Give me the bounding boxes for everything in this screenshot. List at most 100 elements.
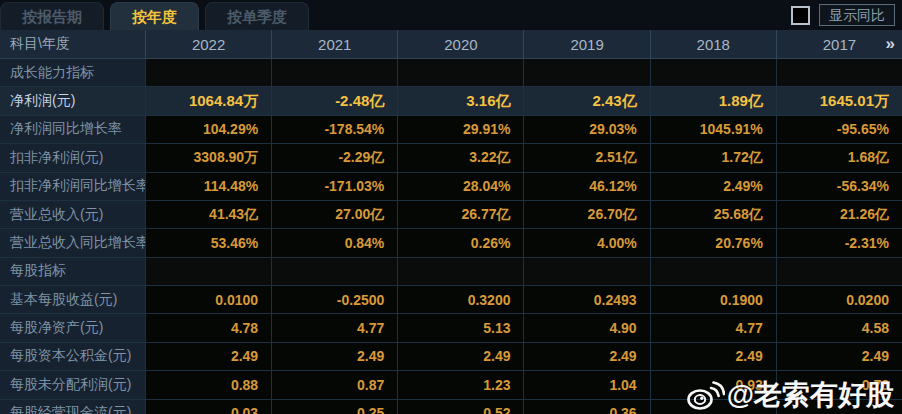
financial-data-panel: 按报告期按年度按单季度 显示同比 科目\年度 20222021202020192… bbox=[0, 0, 902, 414]
cell-2019: 46.12% bbox=[523, 173, 649, 200]
cell-2022: 104.29% bbox=[145, 116, 271, 143]
cell-2020: 3.16亿 bbox=[397, 87, 523, 114]
year-header-2022: 2022 bbox=[145, 30, 271, 58]
tab-period-1[interactable]: 按年度 bbox=[110, 2, 199, 30]
tab-period-2[interactable]: 按单季度 bbox=[205, 2, 309, 30]
financial-table: 科目\年度 202220212020201920182017» 成长能力指标净利… bbox=[0, 30, 902, 414]
cell-2020: 29.91% bbox=[397, 116, 523, 143]
cell-2020: 28.04% bbox=[397, 173, 523, 200]
cell-2020: 2.49 bbox=[397, 343, 523, 370]
year-header-2021: 2021 bbox=[271, 30, 397, 58]
cell-2021: 4.77 bbox=[271, 314, 397, 341]
cell-2020: 26.77亿 bbox=[397, 201, 523, 228]
row-label: 扣非净利润(元) bbox=[0, 144, 145, 171]
year-header-2020: 2020 bbox=[397, 30, 523, 58]
cell-2021: 0.87 bbox=[271, 371, 397, 398]
table-row: 每股资本公积金(元)2.492.492.492.492.492.49 bbox=[0, 343, 902, 371]
row-label: 净利润(元) bbox=[0, 87, 145, 114]
row-label: 每股未分配利润(元) bbox=[0, 371, 145, 398]
cell-2018: 0.1900 bbox=[650, 286, 776, 313]
corner-header: 科目\年度 bbox=[0, 30, 145, 58]
cell-2021: 27.00亿 bbox=[271, 201, 397, 228]
cell-2017: 4.58 bbox=[776, 314, 902, 341]
cell-2021: -2.29亿 bbox=[271, 144, 397, 171]
cell-2019 bbox=[523, 258, 649, 285]
cell-2020 bbox=[397, 59, 523, 86]
table-row: 基本每股收益(元)0.0100-0.25000.32000.24930.1900… bbox=[0, 286, 902, 314]
cell-2019: 26.70亿 bbox=[523, 201, 649, 228]
row-label: 净利润同比增长率 bbox=[0, 116, 145, 143]
cell-2017 bbox=[776, 400, 902, 414]
cell-2018: 1045.91% bbox=[650, 116, 776, 143]
cell-2022: 0.88 bbox=[145, 371, 271, 398]
cell-2018 bbox=[650, 258, 776, 285]
table-row: 扣非净利润(元)3308.90万-2.29亿3.22亿2.51亿1.72亿1.6… bbox=[0, 144, 902, 172]
row-label: 每股指标 bbox=[0, 258, 145, 285]
tab-period-0[interactable]: 按报告期 bbox=[0, 2, 104, 30]
cell-2017: 2.49 bbox=[776, 343, 902, 370]
year-header-2017: 2017 bbox=[776, 30, 902, 58]
cell-2019: 2.49 bbox=[523, 343, 649, 370]
row-label: 每股资本公积金(元) bbox=[0, 343, 145, 370]
cell-2020: 3.22亿 bbox=[397, 144, 523, 171]
table-header-row: 科目\年度 202220212020201920182017» bbox=[0, 30, 902, 59]
table-row: 每股未分配利润(元)0.880.871.231.040.930.76 bbox=[0, 371, 902, 399]
cell-2018: 1.72亿 bbox=[650, 144, 776, 171]
cell-2020 bbox=[397, 258, 523, 285]
cell-2018: 4.77 bbox=[650, 314, 776, 341]
cell-2017: -56.34% bbox=[776, 173, 902, 200]
row-label: 基本每股收益(元) bbox=[0, 286, 145, 313]
cell-2021 bbox=[271, 59, 397, 86]
row-label: 每股净资产(元) bbox=[0, 314, 145, 341]
cell-2017: -2.31% bbox=[776, 229, 902, 256]
cell-2019: 0.36 bbox=[523, 400, 649, 414]
cell-2020: 0.52 bbox=[397, 400, 523, 414]
show-yoy-label[interactable]: 显示同比 bbox=[819, 4, 895, 26]
year-header-2018: 2018 bbox=[650, 30, 776, 58]
cell-2022: 53.46% bbox=[145, 229, 271, 256]
period-tabs: 按报告期按年度按单季度 bbox=[0, 0, 315, 30]
yoy-controls: 显示同比 bbox=[791, 4, 895, 26]
cell-2022: 4.78 bbox=[145, 314, 271, 341]
cell-2021: -0.2500 bbox=[271, 286, 397, 313]
cell-2022: 1064.84万 bbox=[145, 87, 271, 114]
table-row: 扣非净利润同比增长率114.48%-171.03%28.04%46.12%2.4… bbox=[0, 173, 902, 201]
cell-2022: 0.03 bbox=[145, 400, 271, 414]
cell-2018: 1.89亿 bbox=[650, 87, 776, 114]
table-row: 净利润同比增长率104.29%-178.54%29.91%29.03%1045.… bbox=[0, 116, 902, 144]
cell-2017 bbox=[776, 258, 902, 285]
cell-2017: 1.68亿 bbox=[776, 144, 902, 171]
cell-2018: 2.49% bbox=[650, 173, 776, 200]
cell-2021 bbox=[271, 258, 397, 285]
cell-2021: -178.54% bbox=[271, 116, 397, 143]
row-label: 扣非净利润同比增长率 bbox=[0, 173, 145, 200]
cell-2019: 2.43亿 bbox=[523, 87, 649, 114]
cell-2018: 25.68亿 bbox=[650, 201, 776, 228]
cell-2022: 2.49 bbox=[145, 343, 271, 370]
table-row: 净利润(元)1064.84万-2.48亿3.16亿2.43亿1.89亿1645.… bbox=[0, 87, 902, 115]
table-row: 每股净资产(元)4.784.775.134.904.774.58 bbox=[0, 314, 902, 342]
cell-2019: 1.04 bbox=[523, 371, 649, 398]
cell-2022: 41.43亿 bbox=[145, 201, 271, 228]
row-label: 营业总收入同比增长率 bbox=[0, 229, 145, 256]
show-yoy-checkbox[interactable] bbox=[791, 6, 810, 25]
cell-2020: 1.23 bbox=[397, 371, 523, 398]
cell-2019: 4.90 bbox=[523, 314, 649, 341]
section-row: 每股指标 bbox=[0, 258, 902, 286]
tab-bar: 按报告期按年度按单季度 显示同比 bbox=[0, 0, 902, 30]
cell-2020: 5.13 bbox=[397, 314, 523, 341]
cell-2022: 114.48% bbox=[145, 173, 271, 200]
cell-2022 bbox=[145, 258, 271, 285]
cell-2019: 29.03% bbox=[523, 116, 649, 143]
cell-2020: 0.3200 bbox=[397, 286, 523, 313]
cell-2022 bbox=[145, 59, 271, 86]
cell-2021: -171.03% bbox=[271, 173, 397, 200]
cell-2017: 0.76 bbox=[776, 371, 902, 398]
table-row: 每股经营现金流(元)0.030.250.520.36 bbox=[0, 400, 902, 414]
more-years-icon[interactable]: » bbox=[886, 30, 893, 58]
cell-2017: 1645.01万 bbox=[776, 87, 902, 114]
cell-2018: 0.93 bbox=[650, 371, 776, 398]
table-row: 营业总收入同比增长率53.46%0.84%0.26%4.00%20.76%-2.… bbox=[0, 229, 902, 257]
cell-2021: 0.25 bbox=[271, 400, 397, 414]
cell-2018: 2.49 bbox=[650, 343, 776, 370]
